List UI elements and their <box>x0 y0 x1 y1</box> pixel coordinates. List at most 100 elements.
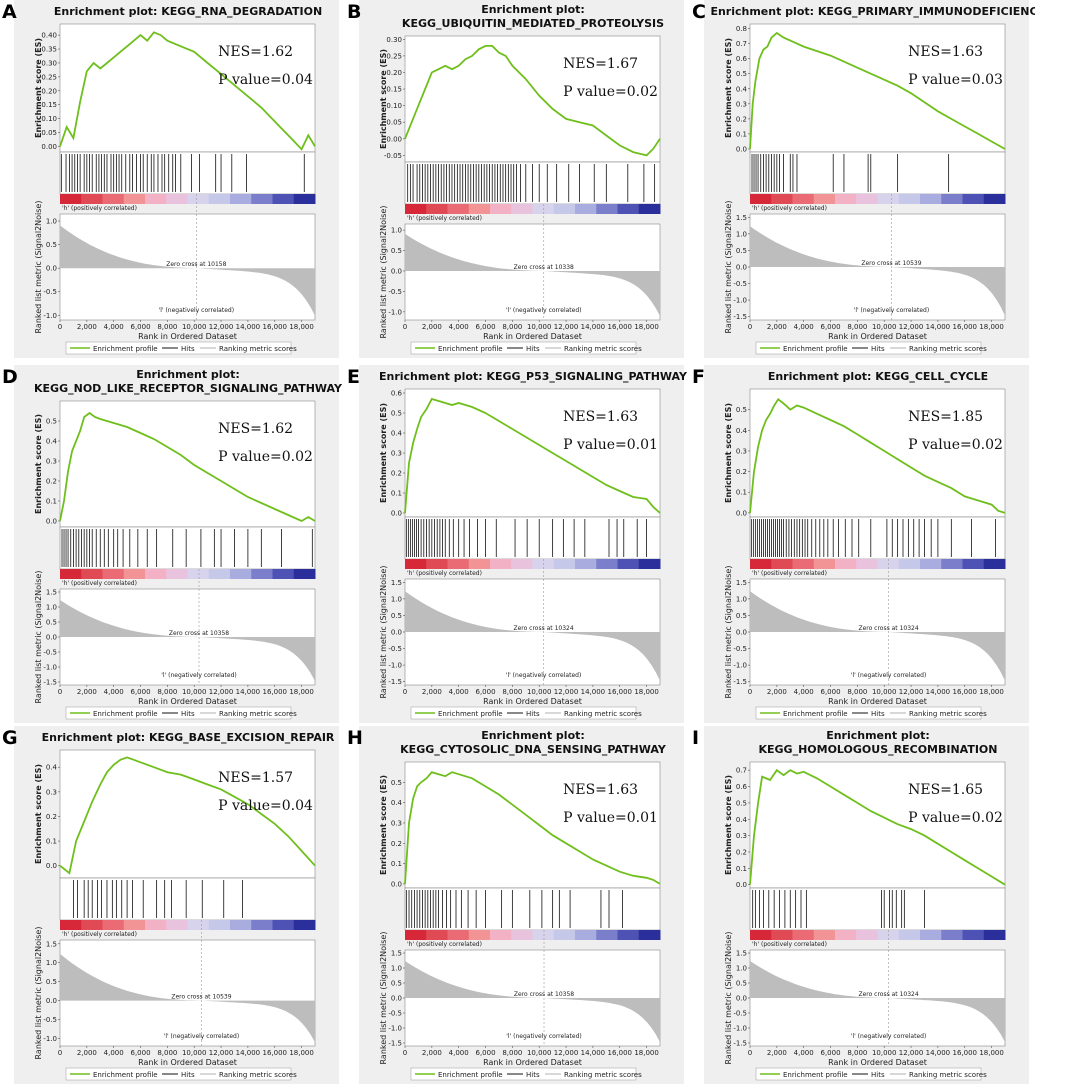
correlation-bar-segment <box>638 559 661 569</box>
metric-tick-label: 1.5 <box>391 950 402 958</box>
correlation-bar-segment <box>405 930 427 940</box>
correlation-bar-segment <box>187 569 210 579</box>
ranking-metric-area <box>405 591 660 681</box>
es-tick-label: 0.2 <box>736 849 747 857</box>
metric-tick-label: 0.0 <box>46 997 57 1005</box>
x-axis-label: Rank in Ordered Dataset <box>138 332 237 341</box>
negative-correlation-label: 'l' (negatively correlated) <box>159 307 234 314</box>
pvalue-value: P value=0.02 <box>908 810 1003 826</box>
correlation-bar-segment <box>447 204 470 214</box>
correlation-bar-segment <box>941 930 963 940</box>
negative-correlation-label: 'l' (negatively correlated) <box>506 307 581 314</box>
x-tick-label: 12,000 <box>554 1049 579 1057</box>
enrichment-profile-line <box>749 768 1006 886</box>
correlation-bar-segment <box>426 930 448 940</box>
correlation-bar-segment <box>617 930 640 940</box>
metric-tick-label: 1.0 <box>736 595 747 603</box>
x-axis-label: Rank in Ordered Dataset <box>483 332 582 341</box>
x-tick-label: 12,000 <box>554 323 579 331</box>
correlation-bar-segment <box>920 930 942 940</box>
correlation-bar-segment <box>468 204 491 214</box>
correlation-bar-segment <box>293 920 316 930</box>
legend-label-hits: Hits <box>181 1071 195 1079</box>
legend-label-profile: Enrichment profile <box>783 345 848 353</box>
es-tick-label: 0.1 <box>736 865 747 873</box>
correlation-bar-segment <box>293 569 316 579</box>
es-tick-label: 0.05 <box>386 119 402 127</box>
x-axis-label: Rank in Ordered Dataset <box>828 1058 927 1067</box>
correlation-bar-segment <box>983 559 1006 569</box>
hits-area <box>404 887 661 931</box>
x-tick-label: 8,000 <box>847 323 867 331</box>
x-tick-label: 16,000 <box>262 1049 287 1057</box>
metric-tick-label: -1.5 <box>733 678 747 686</box>
es-tick-label: 0.15 <box>41 101 57 109</box>
panel-a: A Enrichment plot: KEGG_RNA_DEGRADATION 0.… <box>2 0 339 358</box>
correlation-bar-segment <box>490 559 512 569</box>
metric-tick-label: -0.5 <box>43 288 57 296</box>
metric-tick-label: 0.0 <box>46 265 57 273</box>
metric-tick-label: -1.0 <box>733 662 747 670</box>
x-tick-label: 4,000 <box>104 1049 124 1057</box>
legend-label-ranking: Ranking metric scores <box>909 710 987 718</box>
x-tick-label: 2,000 <box>77 1049 97 1057</box>
metric-tick-label: 1.5 <box>736 950 747 958</box>
metric-tick-label: -0.5 <box>388 288 402 296</box>
es-tick-label: 0.15 <box>386 86 402 94</box>
correlation-bar-segment <box>983 930 1006 940</box>
x-tick-label: 14,000 <box>236 323 261 331</box>
correlation-bar-segment <box>60 194 82 204</box>
correlation-bar-segment <box>771 930 793 940</box>
metric-tick-label: 0.0 <box>391 629 402 637</box>
metric-tick-label: 1.0 <box>46 218 57 226</box>
panel-h: H Enrichment plot:KEGG_CYTOSOLIC_DNA_SENS… <box>347 726 684 1084</box>
x-tick-label: 2,000 <box>767 1049 787 1057</box>
es-tick-label: 0.5 <box>46 418 57 426</box>
es-ylabel: Enrichment score (ES) <box>34 38 43 138</box>
es-plot-area <box>404 388 661 518</box>
x-tick-label: 4,000 <box>449 1049 469 1057</box>
metric-tick-label: 1.0 <box>391 965 402 973</box>
correlation-bar-segment <box>272 569 295 579</box>
zero-cross-label: Zero cross at 10539 <box>861 260 921 267</box>
correlation-bar-segment <box>856 194 878 204</box>
correlation-bar-segment <box>792 930 815 940</box>
metric-tick-label: 1.0 <box>391 227 402 235</box>
metric-ylabel: Ranked list metric (Signal2Noise) <box>34 201 43 334</box>
x-tick-label: 8,000 <box>847 1049 867 1057</box>
nes-value: NES=1.63 <box>908 44 983 60</box>
metric-tick-label: 1.5 <box>46 940 57 948</box>
x-tick-label: 2,000 <box>767 323 787 331</box>
es-tick-label: 0.1 <box>46 498 57 506</box>
correlation-bar-segment <box>145 569 167 579</box>
pvalue-value: P value=0.02 <box>218 449 313 465</box>
es-tick-label: 0.5 <box>391 410 402 418</box>
correlation-bar-segment <box>596 204 618 214</box>
pvalue-value: P value=0.02 <box>563 84 658 100</box>
metric-tick-label: 0.0 <box>736 995 747 1003</box>
metric-tick-label: 1.0 <box>46 604 57 612</box>
x-tick-label: 18,000 <box>634 1049 659 1057</box>
metric-ylabel: Ranked list metric (Signal2Noise) <box>724 566 733 699</box>
zero-cross-label: Zero cross at 10324 <box>858 625 918 632</box>
metric-tick-label: -0.5 <box>43 649 57 657</box>
correlation-bar-segment <box>553 559 576 569</box>
legend-label-ranking: Ranking metric scores <box>909 345 987 353</box>
correlation-bar-segment <box>856 559 878 569</box>
pvalue-value: P value=0.01 <box>563 437 658 453</box>
es-tick-label: 0.00 <box>386 135 402 143</box>
legend-label-profile: Enrichment profile <box>438 1071 503 1079</box>
correlation-bar-segment <box>468 930 491 940</box>
ranking-metric-area <box>750 961 1005 1043</box>
negative-correlation-label: 'l' (negatively correlated) <box>851 672 926 679</box>
correlation-bar-segment <box>145 194 167 204</box>
correlation-bar-segment <box>123 194 146 204</box>
zero-cross-label: Zero cross at 10539 <box>171 994 231 1001</box>
correlation-bar-segment <box>920 559 942 569</box>
panel-b: B Enrichment plot:KEGG_UBIQUITIN_MEDIATED… <box>347 0 684 358</box>
x-tick-label: 12,000 <box>899 688 924 696</box>
legend-label-ranking: Ranking metric scores <box>564 710 642 718</box>
correlation-bar-segment <box>230 569 252 579</box>
x-tick-label: 12,000 <box>899 323 924 331</box>
es-tick-label: 0.6 <box>736 783 748 791</box>
